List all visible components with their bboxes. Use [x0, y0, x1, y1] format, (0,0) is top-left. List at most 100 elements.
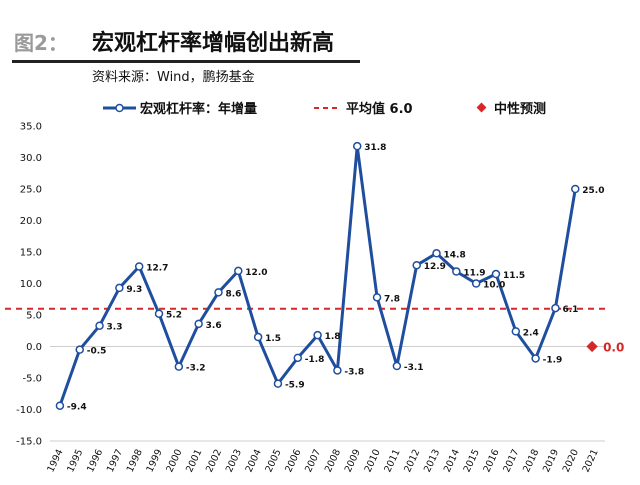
data-point	[214, 288, 223, 297]
data-point	[352, 141, 362, 151]
data-point	[134, 262, 144, 271]
x-tick-label: 2008	[323, 448, 343, 475]
y-tick-label: -5.0	[22, 374, 42, 385]
data-point	[551, 303, 560, 313]
figure-title: 宏观杠杆率增幅创出新高	[92, 31, 335, 56]
data-label: -1.9	[543, 355, 563, 365]
data-label: 31.8	[364, 143, 386, 153]
legend-series-marker	[115, 103, 124, 113]
x-tick-label: 2010	[363, 448, 383, 475]
y-axis: 35.0 30.0 25.0 20.0 15.0 10.0 5.0 0.0 -5.0 -10.0 -…	[16, 122, 42, 448]
x-tick-label: 1998	[125, 448, 145, 475]
x-tick-label: 1995	[65, 448, 85, 475]
data-label: -3.1	[404, 363, 424, 373]
forecast-point: 0.0	[586, 341, 624, 355]
data-label: 25.0	[582, 186, 604, 196]
legend-series-label: 宏观杠杆率：年增量	[140, 101, 257, 117]
y-tick-label: 0.0	[26, 342, 42, 353]
legend-average-label: 平均值 6.0	[346, 101, 413, 117]
x-tick-label: 2017	[501, 448, 521, 475]
data-label: -3.8	[344, 367, 364, 377]
data-label: 14.8	[444, 250, 466, 260]
data-label: 5.2	[166, 311, 182, 321]
data-point	[293, 353, 303, 363]
legend-forecast-label: 中性预测	[494, 101, 546, 117]
data-point	[75, 345, 84, 354]
x-tick-label: 2004	[244, 448, 264, 475]
y-tick-label: 20.0	[20, 216, 42, 227]
title-separator	[12, 60, 360, 63]
data-label: -5.9	[285, 381, 305, 391]
x-tick-label: 2009	[343, 448, 363, 475]
data-point	[571, 184, 580, 194]
forecast-label: 0.0	[603, 341, 624, 355]
data-point	[412, 260, 421, 270]
data-label: 1.5	[265, 334, 281, 344]
data-point	[273, 379, 283, 388]
legend: 宏观杠杆率：年增量 平均值 6.0 中性预测	[103, 101, 546, 117]
data-label: -3.2	[186, 364, 206, 374]
forecast-marker	[586, 340, 598, 353]
x-tick-label: 2020	[561, 448, 581, 475]
y-tick-label: 5.0	[26, 311, 42, 322]
x-tick-label: 2021	[581, 448, 601, 475]
x-tick-label: 2016	[482, 448, 502, 475]
x-tick-label: 2006	[283, 448, 303, 475]
data-label: 12.7	[146, 263, 168, 273]
data-point	[174, 362, 184, 371]
y-tick-label: -10.0	[16, 405, 42, 416]
data-label: 3.3	[107, 323, 123, 333]
x-tick-label: 2000	[164, 448, 184, 475]
data-point	[55, 401, 65, 410]
x-tick-label: 2002	[204, 448, 224, 475]
x-tick-label: 1999	[145, 448, 165, 475]
y-tick-label: 30.0	[20, 153, 42, 164]
data-point	[115, 283, 124, 293]
data-label: 7.8	[384, 294, 400, 304]
x-tick-label: 2003	[224, 448, 244, 475]
y-tick-label: 10.0	[20, 279, 42, 290]
data-label: -1.8	[305, 355, 325, 365]
x-axis: 1994 1995 1996 1997 1998 1999 2000 2001 2002 2003…	[45, 440, 605, 475]
data-point	[333, 366, 342, 375]
series-points: -9.4 -0.5 3.3 9.3 12.7 5.2 -3.2 3.6 8.6 12.0 1.5 -5…	[55, 141, 604, 413]
data-point	[194, 319, 203, 329]
y-tick-label: 15.0	[20, 248, 42, 259]
data-label: 12.0	[245, 268, 267, 278]
x-tick-label: 2018	[521, 448, 541, 475]
x-tick-label: 1997	[105, 448, 125, 475]
data-label: 6.1	[562, 305, 578, 315]
data-label: 12.9	[424, 262, 446, 272]
y-tick-label: -15.0	[16, 437, 42, 448]
data-label: 8.6	[225, 289, 241, 299]
source-note: 资料来源：Wind，鹏扬基金	[92, 70, 255, 85]
x-tick-label: 1994	[45, 448, 65, 475]
data-point	[511, 327, 521, 336]
data-label: -9.4	[67, 403, 87, 413]
x-tick-label: 2012	[402, 448, 422, 475]
y-tick-label: 35.0	[20, 122, 42, 133]
data-label: 2.4	[523, 328, 539, 338]
figure-header: 图2： 宏观杠杆率增幅创出新高 资料来源：Wind，鹏扬基金	[0, 0, 640, 88]
data-point	[154, 309, 164, 318]
x-tick-label: 2019	[541, 448, 561, 475]
x-tick-label: 2011	[382, 448, 402, 475]
data-label: 10.0	[483, 281, 505, 291]
data-label: 1.8	[325, 332, 341, 342]
x-tick-label: 2007	[303, 448, 323, 475]
y-tick-label: 25.0	[20, 185, 42, 196]
data-label: 9.3	[126, 285, 142, 295]
x-tick-label: 2005	[263, 448, 283, 475]
data-label: 3.6	[206, 321, 222, 331]
x-tick-label: 2001	[184, 448, 204, 475]
line-chart: 宏观杠杆率：年增量 平均值 6.0 中性预测 35.0 30.0 25.0 20.0 15.0…	[5, 101, 624, 475]
data-label: 11.9	[463, 269, 485, 279]
figure-label: 图2：	[14, 31, 68, 55]
x-tick-label: 2013	[422, 448, 442, 475]
data-point	[95, 321, 104, 330]
data-point	[313, 330, 322, 340]
legend-forecast-marker	[476, 102, 487, 113]
data-point	[491, 269, 501, 279]
data-point	[253, 332, 263, 342]
x-tick-label: 1996	[85, 448, 105, 475]
